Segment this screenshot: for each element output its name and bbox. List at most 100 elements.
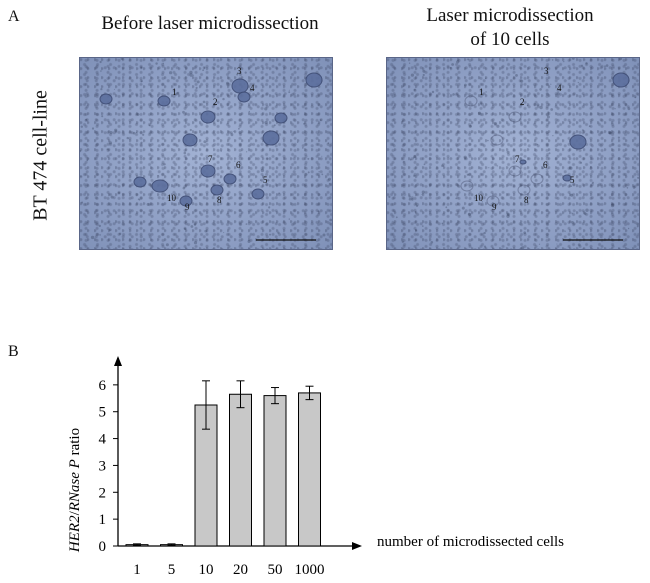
debris-speck — [580, 162, 582, 164]
debris-speck — [591, 181, 594, 184]
debris-speck — [189, 128, 192, 132]
debris-speck — [613, 67, 615, 69]
debris-speck — [266, 157, 269, 160]
x-tick-label: 50 — [268, 562, 283, 578]
debris-speck — [617, 136, 620, 139]
x-axis-arrowhead — [352, 542, 362, 550]
debris-speck — [132, 131, 136, 135]
debris-speck — [550, 83, 552, 85]
debris-speck — [138, 199, 141, 201]
debris-speck — [456, 60, 460, 64]
debris-speck — [483, 231, 486, 235]
debris-speck — [182, 186, 186, 190]
debris-speck — [321, 173, 324, 176]
debris-speck — [580, 64, 584, 67]
micrograph-before-svg: 1 2 34 5 6 7 8 9 10 — [80, 58, 332, 247]
cell — [223, 173, 237, 185]
cell-number: 7 — [208, 154, 213, 164]
debris-speck — [520, 79, 524, 83]
micrograph-after-svg: 1 2 34 5 6 7 8 9 10 — [388, 58, 639, 249]
y-axis-arrowhead — [114, 356, 122, 366]
debris-speck — [525, 201, 527, 203]
debris-speck — [577, 243, 581, 247]
debris-speck — [438, 115, 440, 117]
debris-speck — [609, 131, 612, 135]
y-tick-label: 2 — [99, 485, 107, 501]
debris-speck — [169, 71, 173, 75]
debris-speck — [536, 103, 540, 107]
debris-speck — [421, 193, 423, 195]
debris-speck — [192, 74, 195, 76]
debris-speck — [541, 167, 544, 170]
cell — [274, 112, 288, 124]
debris-speck — [431, 90, 435, 94]
cell — [519, 159, 527, 165]
cell-number: 1 — [172, 87, 177, 97]
debris-speck — [556, 92, 560, 96]
cell — [251, 188, 265, 200]
x-tick-label: 20 — [233, 562, 248, 578]
debris-speck — [423, 163, 426, 166]
cell — [569, 134, 587, 150]
debris-speck — [146, 202, 150, 206]
debris-speck — [480, 102, 483, 105]
debris-speck — [327, 142, 330, 144]
y-label-rest: ratio — [67, 428, 83, 459]
cell — [231, 78, 249, 94]
bar — [229, 393, 252, 547]
debris-speck — [408, 62, 411, 64]
debris-speck — [233, 130, 235, 132]
debris-speck — [218, 181, 221, 184]
bar — [263, 395, 287, 547]
cell-number: 6 — [236, 160, 241, 170]
debris-speck — [585, 62, 588, 65]
removed-cell-outline — [508, 111, 522, 123]
debris-speck — [455, 198, 457, 200]
debris-speck — [278, 192, 280, 194]
debris-speck — [466, 173, 469, 176]
cell-number: 3 — [237, 66, 242, 76]
cell — [151, 179, 169, 193]
debris-speck — [477, 111, 482, 115]
debris-speck — [307, 157, 310, 160]
debris-speck — [118, 232, 122, 235]
debris-speck — [401, 240, 404, 243]
debris-speck — [604, 65, 606, 68]
debris-speck — [193, 223, 197, 226]
debris-speck — [413, 157, 415, 159]
debris-speck — [91, 127, 95, 130]
debris-speck — [449, 66, 452, 69]
debris-speck — [550, 108, 554, 111]
debris-speck — [569, 166, 573, 170]
right-title-line2: of 10 cells — [470, 29, 550, 50]
debris-speck — [248, 110, 250, 113]
debris-speck — [487, 139, 489, 142]
debris-speck — [610, 203, 615, 208]
debris-speck — [563, 61, 565, 63]
debris-speck — [86, 159, 89, 162]
debris-speck — [193, 241, 198, 245]
debris-speck — [176, 91, 180, 95]
debris-speck — [156, 103, 159, 106]
cell — [133, 176, 147, 188]
debris-speck — [627, 227, 630, 230]
debris-speck — [413, 88, 416, 91]
debris-speck — [137, 198, 140, 201]
cell-number: 9 — [185, 202, 190, 212]
debris-speck — [204, 229, 207, 233]
cell-number: 10 — [167, 193, 177, 203]
debris-speck — [189, 70, 193, 75]
cell-number: 7 — [515, 154, 520, 164]
debris-speck — [99, 60, 102, 64]
cell-number: 1 — [479, 87, 484, 97]
debris-speck — [441, 222, 444, 225]
debris-speck — [203, 67, 206, 69]
debris-speck — [106, 148, 109, 151]
debris-speck — [246, 151, 248, 153]
debris-speck — [202, 69, 204, 72]
bar-chart: HER2/RNase P ratio number of microdissec… — [67, 356, 564, 578]
debris-speck — [223, 232, 225, 233]
debris-speck — [98, 224, 101, 228]
debris-speck — [571, 212, 573, 214]
debris-speck — [607, 237, 610, 240]
